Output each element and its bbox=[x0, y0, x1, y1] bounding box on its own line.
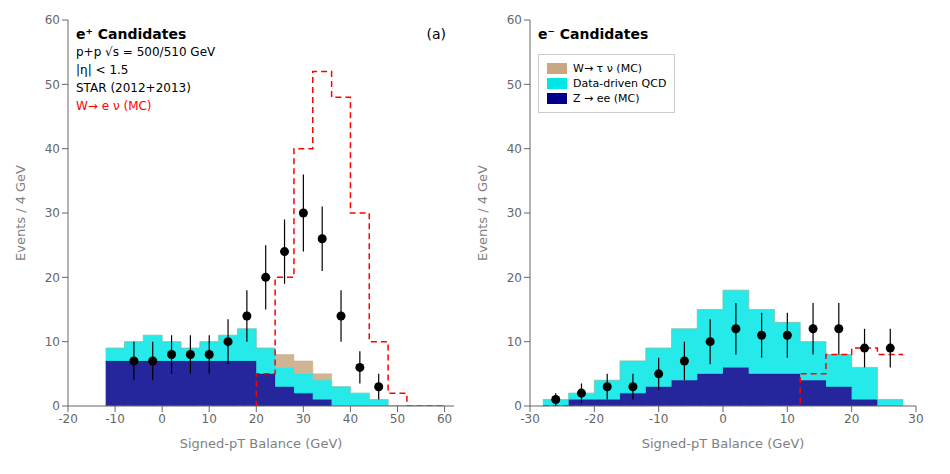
html-text:e⁻ Candidates: e⁻ Candidates bbox=[538, 26, 649, 42]
svg-text:-10: -10 bbox=[105, 412, 125, 426]
svg-text:10: 10 bbox=[780, 412, 795, 426]
svg-text:-30: -30 bbox=[520, 412, 540, 426]
svg-text:30: 30 bbox=[908, 412, 923, 426]
html-text:Z → ee (MC): Z → ee (MC) bbox=[573, 92, 640, 105]
svg-text:20: 20 bbox=[507, 271, 522, 285]
svg-text:60: 60 bbox=[437, 412, 452, 426]
svg-text:20: 20 bbox=[249, 412, 264, 426]
svg-text:40: 40 bbox=[507, 142, 522, 156]
svg-text:-20: -20 bbox=[585, 412, 605, 426]
svg-text:30: 30 bbox=[45, 206, 60, 220]
svg-text:Signed-pT Balance (GeV): Signed-pT Balance (GeV) bbox=[180, 436, 343, 451]
svg-text:10: 10 bbox=[202, 412, 217, 426]
svg-text:50: 50 bbox=[507, 78, 522, 92]
svg-text:40: 40 bbox=[45, 142, 60, 156]
html-text:STAR (2012+2013): STAR (2012+2013) bbox=[76, 81, 191, 95]
svg-text:0: 0 bbox=[52, 399, 60, 413]
svg-text:-10: -10 bbox=[649, 412, 669, 426]
svg-text:10: 10 bbox=[507, 335, 522, 349]
html-text:e⁺ Candidates: e⁺ Candidates bbox=[76, 26, 187, 42]
html-text:(a): (a) bbox=[426, 26, 446, 42]
html-text:Data-driven QCD: Data-driven QCD bbox=[573, 77, 667, 90]
html-text:W→ τ ν (MC): W→ τ ν (MC) bbox=[573, 62, 643, 75]
svg-text:10: 10 bbox=[45, 335, 60, 349]
svg-text:Events / 4 GeV: Events / 4 GeV bbox=[13, 165, 28, 261]
svg-text:60: 60 bbox=[507, 13, 522, 27]
svg-text:40: 40 bbox=[343, 412, 358, 426]
svg-text:Signed-pT Balance (GeV): Signed-pT Balance (GeV) bbox=[642, 436, 805, 451]
svg-text:20: 20 bbox=[844, 412, 859, 426]
svg-text:Events / 4 GeV: Events / 4 GeV bbox=[475, 165, 490, 261]
svg-text:30: 30 bbox=[507, 206, 522, 220]
svg-text:0: 0 bbox=[719, 412, 727, 426]
svg-text:-20: -20 bbox=[58, 412, 78, 426]
svg-text:20: 20 bbox=[45, 271, 60, 285]
html-text:|η| < 1.5: |η| < 1.5 bbox=[76, 63, 129, 77]
html-text:p+p √s = 500/510 GeV: p+p √s = 500/510 GeV bbox=[76, 45, 216, 59]
svg-text:50: 50 bbox=[390, 412, 405, 426]
svg-text:60: 60 bbox=[45, 13, 60, 27]
svg-text:50: 50 bbox=[45, 78, 60, 92]
svg-text:0: 0 bbox=[514, 399, 522, 413]
svg-text:30: 30 bbox=[296, 412, 311, 426]
html-text:W→ e ν (MC): W→ e ν (MC) bbox=[76, 99, 152, 113]
svg-text:0: 0 bbox=[158, 412, 166, 426]
